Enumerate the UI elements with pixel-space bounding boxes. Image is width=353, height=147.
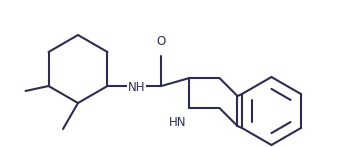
Text: O: O [157, 35, 166, 48]
Text: NH: NH [128, 81, 145, 93]
Text: HN: HN [169, 116, 186, 129]
